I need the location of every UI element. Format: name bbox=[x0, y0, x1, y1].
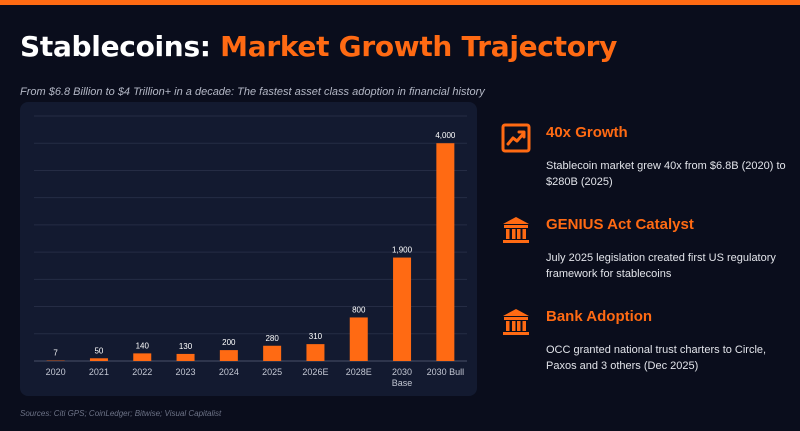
page-title: Stablecoins: Market Growth Trajectory bbox=[20, 30, 617, 63]
x-tick-label: 2021 bbox=[89, 367, 109, 377]
bar bbox=[219, 350, 238, 361]
bar-value-label: 50 bbox=[94, 346, 103, 355]
sources-note: Sources: Citi GPS; CoinLedger; Bitwise; … bbox=[20, 409, 222, 418]
bar bbox=[263, 345, 282, 361]
bank-icon bbox=[503, 309, 529, 335]
bar-value-label: 200 bbox=[222, 338, 236, 347]
bar bbox=[133, 353, 152, 361]
x-tick-label: 2030 bbox=[392, 367, 412, 377]
feature-description: July 2025 legislation created first US r… bbox=[546, 252, 776, 280]
trend-chart-icon bbox=[501, 123, 531, 153]
feature-bank-adoption: Bank Adoption OCC granted national trust… bbox=[500, 304, 790, 396]
feature-description: OCC granted national trust charters to C… bbox=[546, 344, 767, 372]
bar-value-label: 280 bbox=[265, 334, 279, 343]
bar-value-label: 1,900 bbox=[392, 246, 413, 255]
bar-value-label: 140 bbox=[136, 341, 150, 350]
page-subtitle: From $6.8 Billion to $4 Trillion+ in a d… bbox=[20, 86, 485, 98]
bar-value-label: 7 bbox=[53, 349, 58, 358]
x-tick-label: 2030 Bull bbox=[427, 367, 465, 377]
bank-icon bbox=[503, 217, 529, 243]
bar-value-label: 310 bbox=[309, 332, 323, 341]
bar bbox=[176, 353, 195, 361]
feature-list: 40x Growth Stablecoin market grew 40x fr… bbox=[500, 120, 790, 396]
feature-title: 40x Growth bbox=[546, 124, 628, 141]
feature-description: Stablecoin market grew 40x from $6.8B (2… bbox=[546, 160, 786, 188]
bar-value-label: 4,000 bbox=[435, 131, 456, 140]
bar-value-label: 800 bbox=[352, 305, 366, 314]
feature-growth: 40x Growth Stablecoin market grew 40x fr… bbox=[500, 120, 790, 212]
feature-title: Bank Adoption bbox=[546, 308, 653, 325]
title-prefix: Stablecoins: bbox=[20, 30, 211, 63]
bar bbox=[393, 257, 412, 361]
chart-card: 7 2020 50 2021 140 2022 130 2023 200 2024 280 2025 3… bbox=[20, 102, 477, 396]
accent-top-bar bbox=[0, 0, 800, 5]
feature-title: GENIUS Act Catalyst bbox=[546, 216, 694, 233]
x-tick-label: Base bbox=[392, 378, 413, 388]
bar bbox=[89, 358, 108, 361]
bar-value-label: 130 bbox=[179, 342, 193, 351]
x-tick-label: 2023 bbox=[176, 367, 196, 377]
x-tick-label: 2020 bbox=[46, 367, 66, 377]
x-tick-label: 2026E bbox=[302, 367, 328, 377]
x-tick-label: 2022 bbox=[132, 367, 152, 377]
bar-chart: 7 2020 50 2021 140 2022 130 2023 200 2024 280 2025 3… bbox=[34, 115, 467, 388]
title-accent: Market Growth Trajectory bbox=[220, 30, 618, 63]
x-tick-label: 2025 bbox=[262, 367, 282, 377]
bar bbox=[306, 344, 325, 361]
feature-genius-act: GENIUS Act Catalyst July 2025 legislatio… bbox=[500, 212, 790, 304]
x-tick-label: 2024 bbox=[219, 367, 239, 377]
x-tick-label: 2028E bbox=[346, 367, 372, 377]
bar bbox=[349, 317, 368, 361]
bar bbox=[436, 143, 455, 361]
